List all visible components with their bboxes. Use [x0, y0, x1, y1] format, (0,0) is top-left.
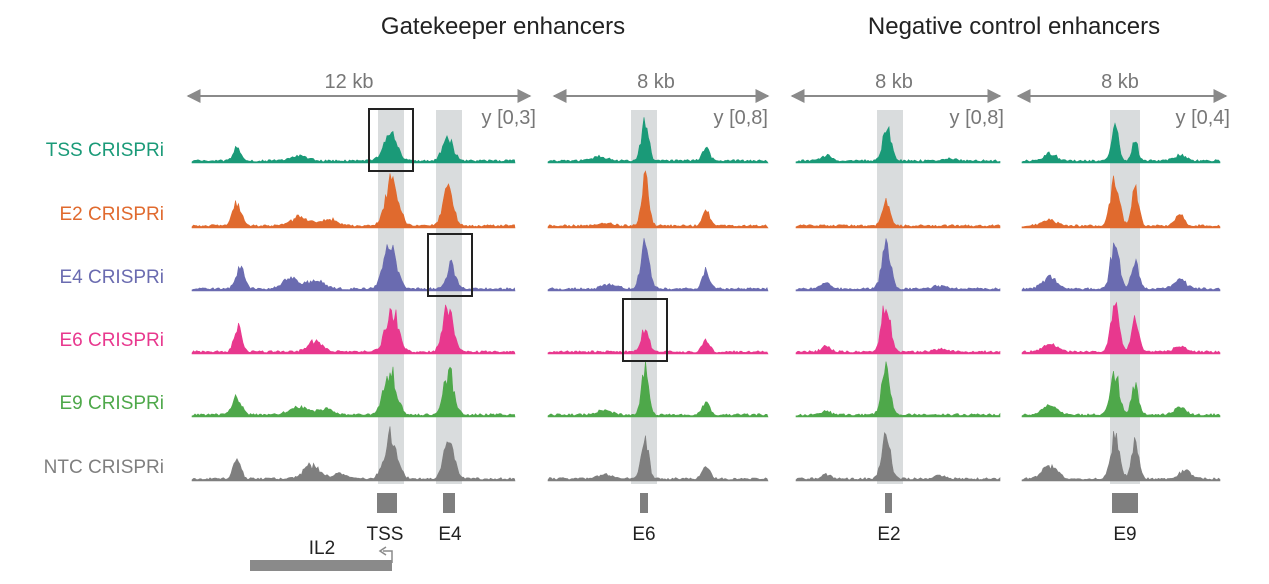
signal-track-row1-panel4	[1021, 122, 1221, 164]
row-label-e4: E4 CRISPRi	[59, 267, 164, 288]
highlight-band-e9	[1110, 110, 1140, 484]
il2-gene-model: IL2	[250, 538, 393, 571]
signal-track-row4-panel4	[1021, 301, 1221, 355]
scale-label-panel-2: 8 kb	[637, 71, 675, 93]
scale-bar-panel-2: 8 kb	[552, 71, 770, 103]
signal-track-row2-panel1	[191, 173, 516, 229]
feature-block-e9	[1112, 493, 1138, 513]
feature-label-tss: TSS	[367, 524, 404, 545]
signal-track-row6-panel3	[795, 431, 1001, 482]
signal-track-row6-panel4	[1021, 431, 1221, 482]
row-label-e6: E6 CRISPRi	[59, 330, 164, 351]
signal-track-row6-panel2	[547, 435, 769, 482]
feature-block-e2	[885, 493, 892, 513]
gatekeeper-title: Gatekeeper enhancers	[381, 13, 625, 40]
signal-track-row1-panel2	[547, 117, 769, 164]
signal-tracks	[191, 117, 1221, 482]
row-label-ntc: NTC CRISPRi	[44, 457, 164, 478]
row-label-e9: E9 CRISPRi	[59, 393, 164, 414]
signal-track-row3-panel1	[191, 244, 516, 292]
signal-track-row5-panel2	[547, 360, 769, 418]
highlight-band-tss	[378, 110, 404, 484]
row-label-e2: E2 CRISPRi	[59, 204, 164, 225]
row-labels: TSS CRISPRi E2 CRISPRi E4 CRISPRi E6 CRI…	[44, 140, 164, 478]
signal-track-row1-panel3	[795, 125, 1001, 164]
row-label-tss: TSS CRISPRi	[46, 140, 164, 161]
feature-label-e9: E9	[1113, 524, 1136, 545]
scale-bar-panel-4: 8 kb	[1016, 71, 1228, 103]
target-box-e6	[622, 298, 668, 362]
y-range-panel-3: y [0,8]	[950, 107, 1004, 129]
signal-track-row3-panel3	[795, 238, 1001, 292]
target-box-e4	[427, 233, 473, 297]
target-box-tss	[368, 108, 414, 172]
feature-block-e4	[443, 493, 455, 513]
highlight-bands	[378, 110, 1140, 484]
signal-track-row5-panel1	[191, 366, 516, 418]
gene-body	[250, 560, 392, 571]
feature-annotations: TSS E4 E6 E2 E9	[367, 493, 1138, 545]
signal-track-row2-panel3	[795, 198, 1001, 229]
target-boxes	[368, 108, 668, 362]
feature-block-e6	[640, 493, 648, 513]
signal-track-row5-panel4	[1021, 371, 1221, 418]
feature-label-e6: E6	[632, 524, 655, 545]
signal-track-row3-panel2	[547, 238, 769, 292]
feature-label-e2: E2	[877, 524, 900, 545]
y-range-panel-4: y [0,4]	[1176, 107, 1230, 129]
signal-track-row2-panel4	[1021, 175, 1221, 229]
scale-label-panel-1: 12 kb	[325, 71, 374, 93]
gene-label-il2: IL2	[309, 538, 335, 559]
feature-label-e4: E4	[438, 524, 462, 545]
scale-bar-panel-1: 12 kb	[186, 71, 532, 103]
signal-track-row5-panel3	[795, 361, 1001, 418]
highlight-band-e2	[877, 110, 903, 484]
feature-block-tss	[377, 493, 397, 513]
signal-track-row1-panel1	[191, 130, 516, 164]
scale-label-panel-4: 8 kb	[1101, 71, 1139, 93]
signal-track-row4-panel1	[191, 304, 516, 355]
signal-track-row4-panel2	[547, 329, 769, 355]
signal-track-row6-panel1	[191, 426, 516, 482]
tss-arrowhead-icon	[378, 546, 387, 556]
scale-label-panel-3: 8 kb	[875, 71, 913, 93]
tss-arrow-icon	[383, 550, 393, 563]
signal-track-row3-panel4	[1021, 242, 1221, 292]
scale-bar-panel-3: 8 kb	[790, 71, 1002, 103]
y-range-panel-2: y [0,8]	[714, 107, 768, 129]
y-range-panel-1: y [0,3]	[482, 107, 536, 129]
signal-track-row4-panel3	[795, 305, 1001, 355]
negative-control-title: Negative control enhancers	[868, 13, 1160, 40]
signal-track-row2-panel2	[547, 170, 769, 229]
highlight-band-e6	[631, 110, 657, 484]
